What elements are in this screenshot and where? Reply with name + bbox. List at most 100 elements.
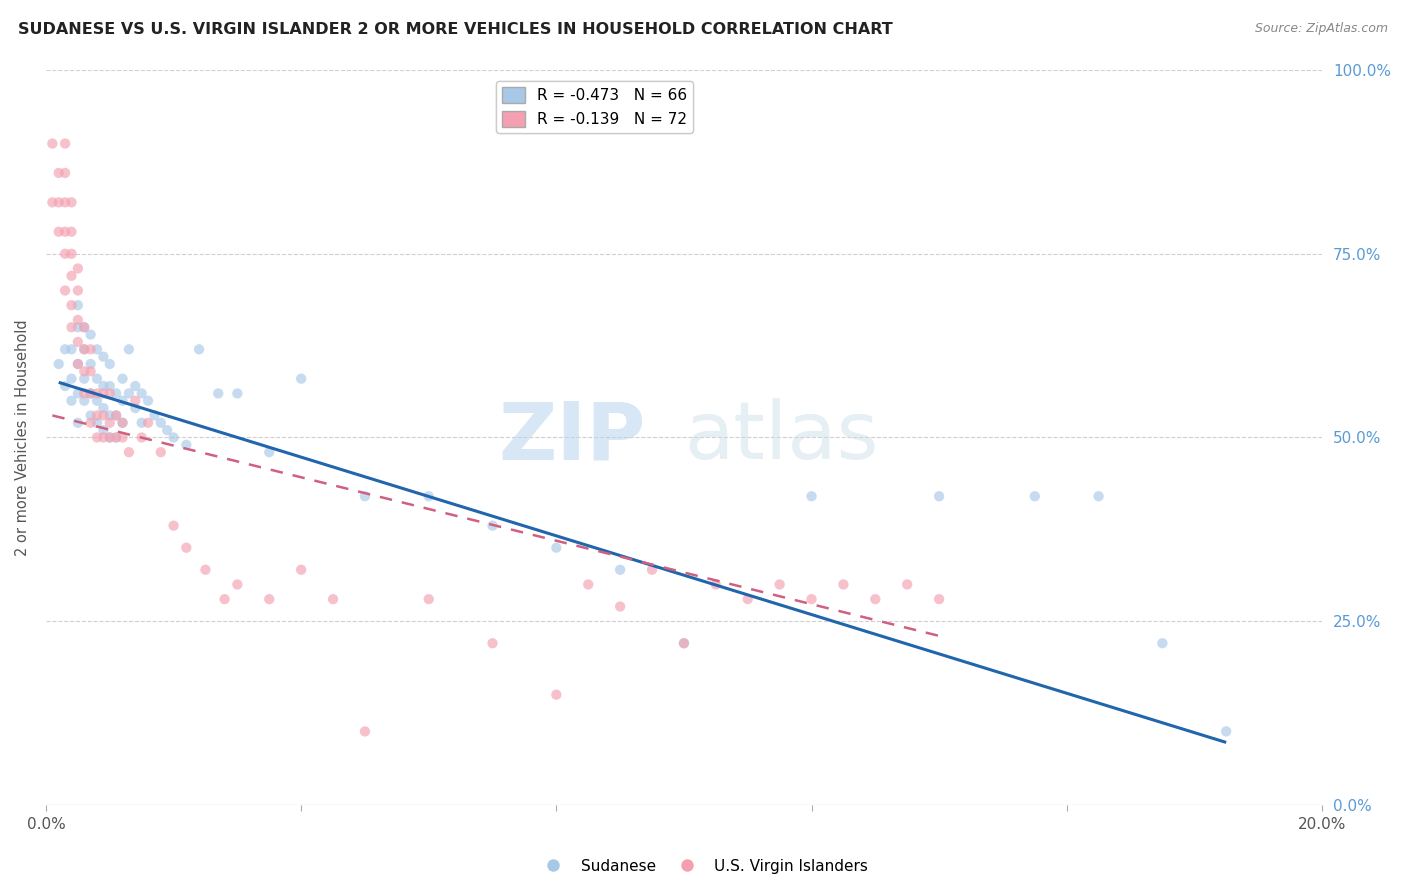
Point <box>60 298 83 312</box>
Point <box>66 313 89 327</box>
Point <box>60 225 83 239</box>
Point <box>111 416 134 430</box>
Point <box>1087 489 1109 503</box>
Point <box>609 563 631 577</box>
Point <box>546 541 568 555</box>
Point <box>111 372 134 386</box>
Point <box>1024 489 1046 503</box>
Point <box>66 386 89 401</box>
Point <box>73 372 96 386</box>
Point <box>214 592 236 607</box>
Point <box>737 592 759 607</box>
Point <box>124 401 146 415</box>
Point <box>86 343 108 357</box>
Point <box>354 724 377 739</box>
Text: Source: ZipAtlas.com: Source: ZipAtlas.com <box>1254 22 1388 36</box>
Point <box>60 372 83 386</box>
Text: atlas: atlas <box>683 399 879 476</box>
Point <box>768 577 790 591</box>
Text: SUDANESE VS U.S. VIRGIN ISLANDER 2 OR MORE VEHICLES IN HOUSEHOLD CORRELATION CHA: SUDANESE VS U.S. VIRGIN ISLANDER 2 OR MO… <box>18 22 893 37</box>
Point <box>118 445 141 459</box>
Point <box>60 320 83 334</box>
Point <box>259 592 281 607</box>
Point <box>111 430 134 444</box>
Point <box>79 386 101 401</box>
Point <box>226 577 249 591</box>
Point <box>86 430 108 444</box>
Point <box>66 320 89 334</box>
Point <box>149 416 172 430</box>
Point <box>86 393 108 408</box>
Point <box>481 636 503 650</box>
Point <box>73 393 96 408</box>
Point <box>73 343 96 357</box>
Point <box>66 357 89 371</box>
Point <box>93 423 115 437</box>
Point <box>93 409 115 423</box>
Point <box>928 489 950 503</box>
Point <box>93 401 115 415</box>
Point <box>48 357 70 371</box>
Point <box>118 386 141 401</box>
Point <box>60 268 83 283</box>
Point <box>66 357 89 371</box>
Point <box>66 284 89 298</box>
Point <box>93 350 115 364</box>
Point <box>66 261 89 276</box>
Point <box>79 409 101 423</box>
Point <box>53 246 76 260</box>
Point <box>86 386 108 401</box>
Point <box>111 416 134 430</box>
Point <box>1215 724 1237 739</box>
Point <box>111 393 134 408</box>
Point <box>105 409 128 423</box>
Point <box>704 577 727 591</box>
Point <box>136 416 159 430</box>
Point <box>73 320 96 334</box>
Point <box>79 343 101 357</box>
Point <box>53 166 76 180</box>
Point <box>832 577 855 591</box>
Point <box>79 327 101 342</box>
Point <box>162 518 184 533</box>
Point <box>60 393 83 408</box>
Point <box>865 592 887 607</box>
Point <box>66 416 89 430</box>
Point <box>290 563 312 577</box>
Point <box>131 430 153 444</box>
Point <box>188 343 211 357</box>
Point <box>136 393 159 408</box>
Point <box>354 489 377 503</box>
Legend: R = -0.473   N = 66, R = -0.139   N = 72: R = -0.473 N = 66, R = -0.139 N = 72 <box>496 81 693 133</box>
Point <box>66 298 89 312</box>
Point <box>48 225 70 239</box>
Text: ZIP: ZIP <box>498 399 645 476</box>
Point <box>98 416 121 430</box>
Point <box>124 393 146 408</box>
Point <box>98 409 121 423</box>
Point <box>149 445 172 459</box>
Point <box>672 636 695 650</box>
Point <box>226 386 249 401</box>
Point <box>48 166 70 180</box>
Point <box>131 416 153 430</box>
Legend: Sudanese, U.S. Virgin Islanders: Sudanese, U.S. Virgin Islanders <box>531 853 875 880</box>
Point <box>800 592 823 607</box>
Point <box>609 599 631 614</box>
Point <box>207 386 229 401</box>
Point <box>53 343 76 357</box>
Point <box>800 489 823 503</box>
Point <box>73 386 96 401</box>
Point <box>928 592 950 607</box>
Point <box>105 386 128 401</box>
Point <box>546 688 568 702</box>
Point <box>93 430 115 444</box>
Point <box>156 423 179 437</box>
Point <box>162 430 184 444</box>
Point <box>418 592 440 607</box>
Point <box>53 225 76 239</box>
Point <box>98 430 121 444</box>
Point <box>86 372 108 386</box>
Point <box>60 195 83 210</box>
Point <box>53 136 76 151</box>
